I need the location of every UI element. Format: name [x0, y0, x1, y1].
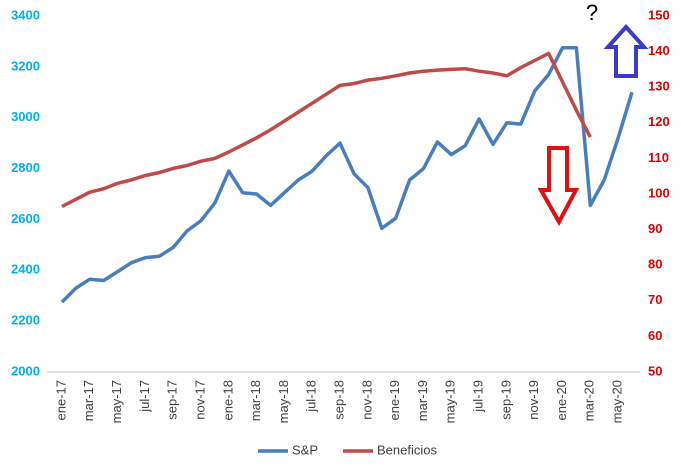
x-tick-label: sep-19 — [498, 380, 513, 420]
x-tick-label: jul-19 — [471, 380, 486, 413]
series-line — [60, 46, 634, 304]
y2-tick-label: 140 — [648, 43, 670, 58]
y-tick-label: 2800 — [11, 160, 40, 175]
down-arrow — [537, 146, 580, 227]
y2-tick-label: 110 — [648, 150, 669, 165]
x-tick-label: mar-19 — [415, 380, 430, 421]
y-tick-label: 2000 — [11, 363, 40, 378]
x-tick-label: sep-17 — [165, 380, 180, 420]
x-tick-label: nov-17 — [192, 380, 207, 420]
y2-tick-label: 80 — [648, 257, 662, 272]
x-tick-label: may-20 — [610, 380, 625, 423]
y2-tick-label: 70 — [648, 292, 662, 307]
y-tick-label: 2600 — [11, 211, 40, 226]
x-tick-label: may-18 — [276, 380, 291, 423]
legend-label: S&P — [292, 442, 318, 457]
x-tick-label: ene-20 — [554, 380, 569, 420]
y-tick-label: 2400 — [11, 262, 40, 277]
annotation: ? — [586, 0, 598, 25]
x-tick-label: jul-17 — [137, 380, 152, 413]
x-tick-label: ene-18 — [220, 380, 235, 420]
y2-tick-label: 50 — [648, 363, 662, 378]
x-tick-label: nov-19 — [526, 380, 541, 420]
x-tick-label: ene-19 — [387, 380, 402, 420]
legend-label: Beneficios — [377, 442, 437, 457]
x-tick-label: mar-20 — [582, 380, 597, 421]
y2-tick-label: 150 — [648, 7, 670, 22]
series-line — [61, 51, 592, 209]
x-tick-label: mar-18 — [248, 380, 263, 421]
y2-tick-label: 130 — [648, 79, 670, 94]
x-tick-label: sep-18 — [331, 380, 346, 420]
x-tick-label: may-19 — [443, 380, 458, 423]
y2-tick-label: 60 — [648, 328, 662, 343]
x-tick-label: mar-17 — [81, 380, 96, 421]
x-tick-label: ene-17 — [53, 380, 68, 420]
up-arrow — [603, 24, 649, 78]
x-tick-label: nov-18 — [359, 380, 374, 420]
x-tick-label: jul-18 — [304, 380, 319, 413]
y2-tick-label: 120 — [648, 114, 670, 129]
y-tick-label: 3400 — [11, 7, 40, 22]
y2-tick-label: 90 — [648, 221, 662, 236]
y-tick-label: 3200 — [11, 58, 40, 73]
y-tick-label: 3000 — [11, 109, 40, 124]
y2-tick-label: 100 — [648, 185, 670, 200]
x-tick-label: may-17 — [109, 380, 124, 423]
y-tick-label: 2200 — [11, 313, 40, 328]
